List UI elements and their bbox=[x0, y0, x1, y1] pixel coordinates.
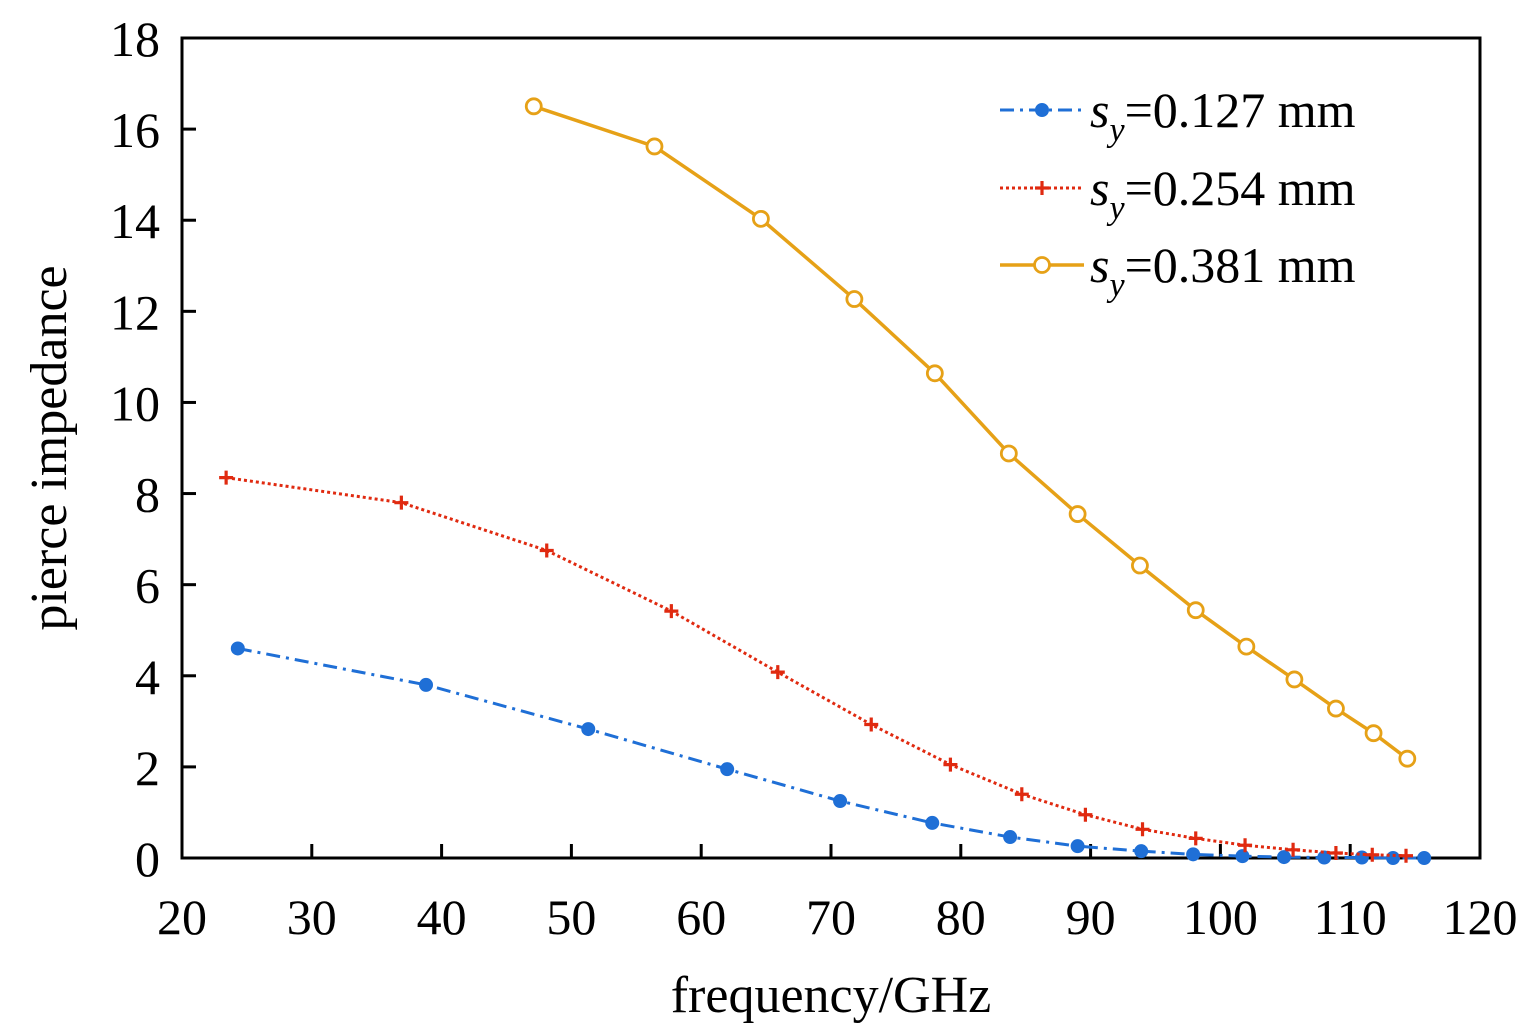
data-point bbox=[1135, 822, 1150, 837]
data-point bbox=[1328, 845, 1343, 860]
data-point bbox=[581, 722, 596, 737]
legend-marker bbox=[1035, 181, 1049, 195]
legend-label: sy=0.127 mm bbox=[1090, 82, 1356, 149]
legend-label: sy=0.381 mm bbox=[1090, 237, 1356, 304]
data-point bbox=[1237, 637, 1256, 656]
x-tick-label: 20 bbox=[157, 889, 207, 945]
data-point bbox=[1285, 670, 1304, 689]
data-point bbox=[1398, 749, 1417, 768]
data-point bbox=[752, 209, 770, 228]
data-point bbox=[1417, 851, 1432, 865]
data-point bbox=[1286, 842, 1301, 857]
data-point bbox=[1235, 849, 1250, 864]
x-tick-label: 110 bbox=[1314, 889, 1387, 945]
data-point bbox=[720, 762, 735, 777]
y-tick-label: 6 bbox=[135, 558, 160, 614]
series-line bbox=[225, 476, 1407, 858]
series-2 bbox=[219, 470, 1414, 863]
legend-entry-3: sy=0.381 mm bbox=[1000, 237, 1356, 304]
data-point bbox=[845, 290, 864, 308]
legend-marker bbox=[1033, 256, 1051, 274]
series-layer bbox=[219, 97, 1432, 865]
x-tick-label: 120 bbox=[1443, 889, 1518, 945]
x-tick-label: 40 bbox=[417, 889, 467, 945]
x-tick-label: 100 bbox=[1183, 889, 1258, 945]
x-tick-label: 50 bbox=[546, 889, 596, 945]
data-point bbox=[1186, 601, 1205, 620]
y-tick-label: 10 bbox=[110, 375, 160, 431]
y-axis-title: pierce impedance bbox=[21, 265, 78, 630]
series-3 bbox=[524, 97, 1417, 768]
data-point bbox=[1317, 850, 1332, 865]
data-point bbox=[1131, 556, 1149, 575]
data-point bbox=[1078, 807, 1093, 822]
x-axis-title: frequency/GHz bbox=[671, 967, 992, 1024]
data-point bbox=[1238, 838, 1253, 853]
data-point bbox=[1134, 844, 1149, 859]
legend: sy=0.127 mm sy=0.254 mm sy=0.381 mm bbox=[1000, 82, 1356, 304]
data-point bbox=[1003, 830, 1018, 845]
data-point bbox=[1277, 850, 1292, 865]
x-tick-label: 30 bbox=[287, 889, 337, 945]
x-tick-label: 70 bbox=[806, 889, 856, 945]
series-line bbox=[237, 646, 1425, 860]
legend-marker bbox=[1035, 103, 1049, 117]
y-tick-label: 18 bbox=[110, 11, 160, 67]
data-point bbox=[230, 641, 245, 656]
data-point bbox=[1365, 847, 1380, 862]
data-point bbox=[833, 794, 848, 809]
legend-label: sy=0.254 mm bbox=[1090, 160, 1356, 227]
data-point bbox=[943, 757, 958, 772]
data-point bbox=[864, 717, 879, 732]
data-point bbox=[539, 543, 554, 558]
data-point bbox=[1068, 505, 1087, 523]
x-tick-label: 90 bbox=[1066, 889, 1116, 945]
y-tick-label: 12 bbox=[110, 284, 160, 340]
data-point bbox=[1070, 839, 1085, 854]
data-point bbox=[419, 677, 434, 692]
data-point bbox=[1188, 831, 1203, 846]
x-tick-label: 60 bbox=[676, 889, 726, 945]
data-point bbox=[1399, 848, 1414, 863]
data-point bbox=[925, 815, 940, 830]
data-point bbox=[524, 97, 543, 116]
data-point bbox=[645, 137, 664, 156]
data-point bbox=[1364, 724, 1383, 743]
y-tick-label: 4 bbox=[135, 649, 160, 705]
data-point bbox=[1327, 699, 1345, 718]
legend-entry-2: sy=0.254 mm bbox=[1000, 160, 1356, 227]
x-tick-label: 80 bbox=[936, 889, 986, 945]
data-point bbox=[1386, 851, 1401, 865]
y-tick-label: 8 bbox=[135, 467, 160, 523]
data-point bbox=[1014, 787, 1029, 802]
y-tick-label: 0 bbox=[135, 831, 160, 887]
y-tick-label: 14 bbox=[110, 193, 160, 249]
data-point bbox=[770, 665, 785, 680]
series-1 bbox=[230, 641, 1432, 865]
legend-entry-1: sy=0.127 mm bbox=[1000, 82, 1356, 149]
data-point bbox=[664, 604, 679, 619]
data-point bbox=[219, 470, 234, 485]
y-tick-label: 2 bbox=[135, 740, 160, 796]
axis-ticks: 20 30 40 50 60 70 80 90 100 110 120 0 2 4 6 8 10 12 14 16 18 bbox=[110, 11, 1518, 945]
data-point bbox=[925, 364, 944, 383]
data-point bbox=[1186, 847, 1201, 862]
data-point bbox=[999, 444, 1018, 463]
data-point bbox=[394, 495, 409, 510]
y-tick-label: 16 bbox=[110, 102, 160, 158]
